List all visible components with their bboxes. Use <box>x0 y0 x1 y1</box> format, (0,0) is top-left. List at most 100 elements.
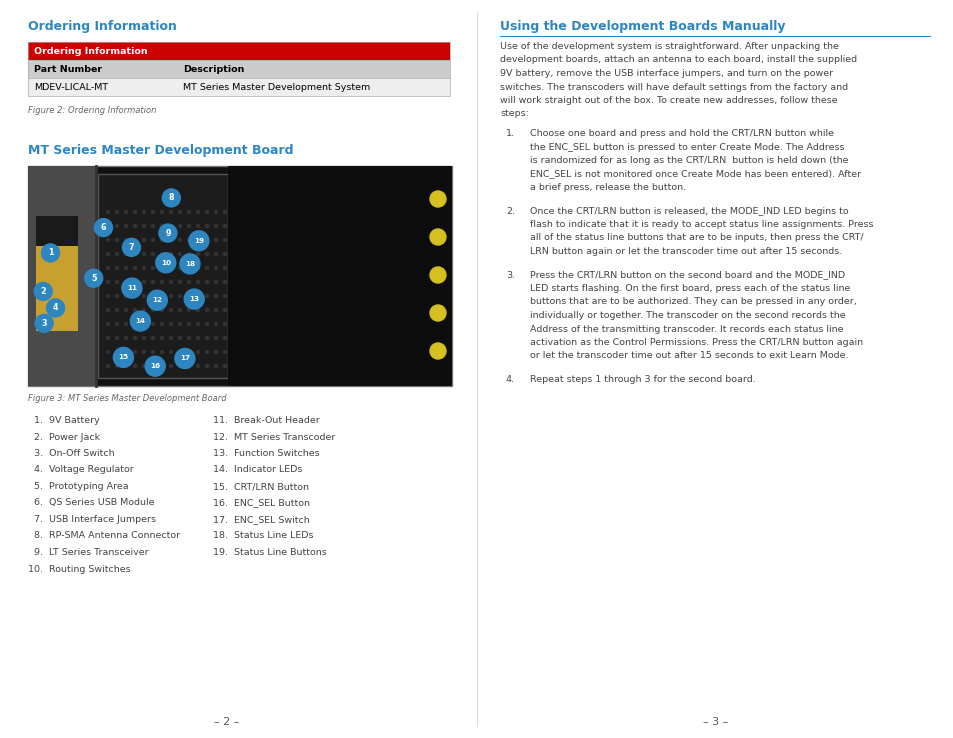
Circle shape <box>133 210 136 213</box>
Text: 14: 14 <box>135 318 145 324</box>
Circle shape <box>125 308 128 311</box>
Circle shape <box>178 337 181 339</box>
Circle shape <box>142 224 146 227</box>
Circle shape <box>214 252 217 255</box>
Circle shape <box>178 365 181 368</box>
Circle shape <box>107 266 110 269</box>
Circle shape <box>160 337 163 339</box>
Circle shape <box>170 210 172 213</box>
Circle shape <box>85 269 103 287</box>
Circle shape <box>170 323 172 325</box>
Circle shape <box>223 365 226 368</box>
Circle shape <box>170 294 172 297</box>
Circle shape <box>430 267 446 283</box>
Circle shape <box>115 365 118 368</box>
Text: Description: Description <box>183 64 244 74</box>
Text: buttons that are to be authorized. They can be pressed in any order,: buttons that are to be authorized. They … <box>530 297 856 306</box>
Text: 6.  QS Series USB Module: 6. QS Series USB Module <box>28 498 154 508</box>
Circle shape <box>115 238 118 241</box>
Text: 2.: 2. <box>505 207 515 215</box>
Circle shape <box>205 266 209 269</box>
Circle shape <box>107 252 110 255</box>
Circle shape <box>41 244 59 262</box>
Circle shape <box>133 308 136 311</box>
Text: Ordering Information: Ordering Information <box>34 46 148 55</box>
Circle shape <box>214 266 217 269</box>
Circle shape <box>174 348 194 368</box>
Circle shape <box>155 253 175 273</box>
Circle shape <box>223 252 226 255</box>
Circle shape <box>35 314 53 332</box>
Circle shape <box>147 290 167 310</box>
Circle shape <box>214 238 217 241</box>
Circle shape <box>107 224 110 227</box>
Text: 4: 4 <box>52 303 58 312</box>
Circle shape <box>115 252 118 255</box>
Circle shape <box>160 238 163 241</box>
Circle shape <box>214 210 217 213</box>
Text: switches. The transcoders will have default settings from the factory and: switches. The transcoders will have defa… <box>499 83 847 92</box>
Circle shape <box>223 266 226 269</box>
Circle shape <box>125 210 128 213</box>
Circle shape <box>188 252 191 255</box>
Circle shape <box>178 266 181 269</box>
Text: individually or together. The transcoder on the second records the: individually or together. The transcoder… <box>530 311 844 320</box>
Circle shape <box>188 266 191 269</box>
Circle shape <box>160 351 163 354</box>
Text: LED starts flashing. On the first board, press each of the status line: LED starts flashing. On the first board,… <box>530 284 849 293</box>
Circle shape <box>133 323 136 325</box>
Circle shape <box>178 280 181 283</box>
Circle shape <box>133 351 136 354</box>
Circle shape <box>223 308 226 311</box>
Circle shape <box>152 308 154 311</box>
Circle shape <box>170 337 172 339</box>
Circle shape <box>196 252 199 255</box>
Circle shape <box>160 308 163 311</box>
Text: Repeat steps 1 through 3 for the second board.: Repeat steps 1 through 3 for the second … <box>530 375 755 384</box>
Circle shape <box>122 238 140 256</box>
Circle shape <box>178 308 181 311</box>
Circle shape <box>142 294 146 297</box>
Circle shape <box>196 308 199 311</box>
Text: 6: 6 <box>101 223 106 232</box>
Circle shape <box>162 189 180 207</box>
Circle shape <box>115 323 118 325</box>
Circle shape <box>142 323 146 325</box>
Text: 3: 3 <box>41 319 47 328</box>
Text: 10.  Routing Switches: 10. Routing Switches <box>28 565 131 573</box>
Circle shape <box>125 294 128 297</box>
Circle shape <box>223 337 226 339</box>
Text: 13: 13 <box>189 296 199 302</box>
Circle shape <box>214 294 217 297</box>
Circle shape <box>196 266 199 269</box>
Text: ENC_SEL is not monitored once Create Mode has been entered). After: ENC_SEL is not monitored once Create Mod… <box>530 170 861 179</box>
Circle shape <box>152 224 154 227</box>
Bar <box>28 78 450 96</box>
Circle shape <box>170 252 172 255</box>
Circle shape <box>125 351 128 354</box>
Text: LRN button again or let the transcoder time out after 15 seconds.: LRN button again or let the transcoder t… <box>530 247 841 256</box>
Circle shape <box>152 280 154 283</box>
Text: 13.  Function Switches: 13. Function Switches <box>213 449 319 458</box>
Circle shape <box>180 254 200 274</box>
Circle shape <box>178 351 181 354</box>
Circle shape <box>214 337 217 339</box>
Text: Figure 2: Ordering Information: Figure 2: Ordering Information <box>28 106 156 115</box>
Text: 3.: 3. <box>505 271 515 280</box>
Circle shape <box>188 294 191 297</box>
Circle shape <box>133 337 136 339</box>
Circle shape <box>196 210 199 213</box>
Text: 11: 11 <box>127 285 136 291</box>
Circle shape <box>142 280 146 283</box>
Text: Address of the transmitting transcoder. It records each status line: Address of the transmitting transcoder. … <box>530 325 842 334</box>
Circle shape <box>133 252 136 255</box>
Circle shape <box>196 294 199 297</box>
Circle shape <box>178 238 181 241</box>
Circle shape <box>178 294 181 297</box>
Text: 18.  Status Line LEDs: 18. Status Line LEDs <box>213 531 314 540</box>
Text: 1: 1 <box>48 249 53 258</box>
Circle shape <box>188 224 191 227</box>
Text: 19.  Status Line Buttons: 19. Status Line Buttons <box>213 548 327 557</box>
Text: 16: 16 <box>150 363 160 369</box>
Circle shape <box>131 311 151 331</box>
